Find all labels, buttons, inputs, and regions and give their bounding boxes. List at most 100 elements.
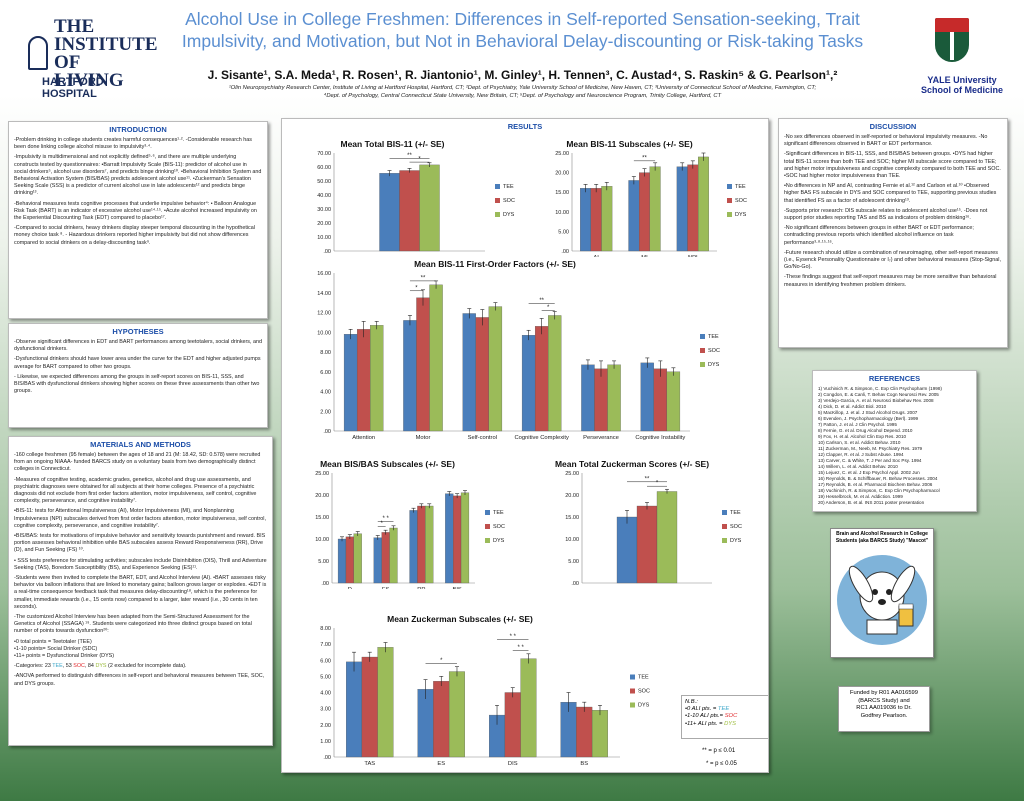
- y-tick-label: 60.00: [317, 165, 331, 171]
- chart-svg: 25.00 20.00 15.00 10.00 5.00 .00 D FS RR BIS * ** T…: [315, 471, 505, 593]
- bar-dys: [548, 315, 562, 432]
- x-tick-label: BS: [580, 761, 588, 767]
- bar-tee: [640, 362, 654, 432]
- bar-dys: [697, 156, 709, 252]
- y-tick-label: 20.00: [315, 493, 329, 499]
- y-tick-label: 8.00: [320, 350, 331, 356]
- bar-dys: [666, 371, 681, 432]
- yale-logo-text: YALE University School of Medicine: [912, 75, 1012, 95]
- y-tick-label: 30.00: [317, 207, 331, 213]
- caption-line: Students (aka BARCS Study) "Mascot": [835, 537, 929, 544]
- intro-paragraph: -Impulsivity is multidimensional and not…: [14, 154, 262, 197]
- reference-item: 2) Congdon, E. & Canli, T. Behav Cogn Ne…: [818, 392, 939, 397]
- bar-soc: [345, 536, 354, 584]
- discussion-paragraph: -Significant differences in BIS-11, SSS,…: [784, 151, 1001, 180]
- x-tick-label: Cognitive Instability: [635, 435, 685, 441]
- section-heading: MATERIALS AND METHODS: [90, 440, 191, 449]
- nb-title: N.B.:: [685, 699, 698, 705]
- x-tick-label: ES: [437, 761, 445, 767]
- y-tick-label: 20.00: [555, 171, 569, 177]
- significance-note: ** = p ≤ 0.01: [702, 748, 736, 754]
- chart-figure: Mean Zuckerman Subscales (+/- SE) 8.00 7.0…: [290, 614, 670, 769]
- legend-label: DYS: [735, 212, 747, 218]
- y-tick-label: 25.00: [315, 471, 329, 477]
- methods-paragraph: -Students were then invited to complete …: [14, 575, 267, 610]
- yale-line: School of Medicine: [920, 85, 1003, 95]
- text-span: •0 ALI pts. =: [685, 706, 718, 713]
- significance-star: *: [381, 521, 384, 527]
- legend-label: SOC: [735, 198, 747, 204]
- chart-figure: Mean Total Zuckerman Scores (+/- SE) 25.0…: [542, 459, 762, 589]
- y-tick-label: 5.00: [318, 559, 329, 565]
- bar-tee: [379, 173, 400, 252]
- hartford-hospital-label: HARTFORD HOSPITAL: [42, 76, 104, 100]
- affiliations: ¹Olin Neuropsychiatry Research Center, I…: [160, 84, 885, 100]
- reference-item: 16) Reynolds, B. & Schiffbauer, R. Behav…: [818, 476, 938, 481]
- y-tick-label: 7.00: [320, 642, 331, 648]
- references-panel: REFERENCES 1) Vuchinich R. & Simpson, C.…: [812, 370, 977, 512]
- section-heading: HYPOTHESES: [112, 327, 164, 336]
- hypothesis-paragraph: -Observe significant differences in EDT …: [14, 339, 262, 353]
- section-heading: REFERENCES: [868, 374, 921, 383]
- affiliation-line: ⁴Dept. of Psychology, Central Connecticu…: [323, 93, 722, 99]
- institute-of-living-logo: THE INSTITUTE OF LIVING HARTFORD HOSPITA…: [14, 17, 158, 100]
- significance-star: **: [539, 298, 544, 304]
- bar-soc: [361, 656, 378, 758]
- caption-line: Brain and Alcohol Research in College: [836, 531, 928, 537]
- bar-soc: [636, 505, 658, 584]
- significance-star: *: [415, 285, 418, 291]
- legend-swatch: [495, 212, 500, 217]
- y-tick-label: 1.00: [320, 739, 331, 745]
- legend-label: SOC: [638, 689, 650, 695]
- x-tick-label: NPI: [688, 255, 698, 257]
- chart-svg: 25.00 20.00 15.00 10.00 5.00 .00 AI MI NPI ** TEE S…: [555, 151, 747, 261]
- x-tick-label: DIS: [508, 761, 518, 767]
- significance-note: * = p ≤ 0.05: [706, 761, 737, 767]
- legend-swatch: [722, 524, 727, 529]
- funding-line: RC1 AA019036 to Dr.: [856, 705, 912, 711]
- significance-star: *: [440, 658, 443, 664]
- group-definition: •1-10 points= Social Drinker (SDC): [14, 645, 98, 652]
- section-heading: DISCUSSION: [869, 122, 917, 131]
- mascot-box: Brain and Alcohol Research in College St…: [830, 528, 934, 658]
- reference-item: 11) Zuckerman, M., Neeb, M. Psychiatry R…: [818, 446, 923, 451]
- hypotheses-panel: HYPOTHESES -Observe significant differen…: [8, 323, 268, 428]
- nb-box: N.B.: •0 ALI pts. = TEE •1-10 ALI pts.= …: [681, 695, 768, 739]
- text-span: •1-10 ALI pts.=: [685, 713, 725, 720]
- legend-label: DYS: [708, 362, 720, 368]
- yale-shield-icon: [935, 18, 969, 62]
- reference-item: 3) Verdejo-Garcia, A. et al. Neurosci Bi…: [818, 398, 934, 403]
- bar-tee: [628, 180, 640, 252]
- author-list: J. Sisante¹, S.A. Meda¹, R. Rosen¹, R. J…: [207, 68, 838, 82]
- chart-figure: Mean BIS-11 Subscales (+/- SE) 25.00 20.00…: [532, 139, 762, 261]
- reference-item: 6) Evenden, J. Psychopharmacology (Berl)…: [818, 416, 919, 421]
- significance-star: **: [407, 153, 412, 159]
- bar-dys: [460, 492, 470, 584]
- chart-title: Mean Zuckerman Subscales (+/- SE): [387, 614, 533, 624]
- tee-label: TEE: [717, 706, 730, 713]
- funding-line: (BARCS Study) and: [858, 697, 910, 704]
- y-tick-label: 2.00: [320, 723, 331, 729]
- bar-dys: [591, 710, 608, 758]
- discussion-paragraph: -These findings suggest that self-report…: [784, 274, 997, 288]
- x-tick-label: RR: [417, 587, 425, 589]
- y-tick-label: 25.00: [565, 471, 579, 477]
- dys-label: DYS: [95, 663, 107, 670]
- y-tick-label: 20.00: [565, 493, 579, 499]
- chart-title: Mean BIS-11 Subscales (+/- SE): [566, 139, 693, 149]
- x-tick-label: Cognitive Complexity: [514, 435, 569, 441]
- y-tick-label: 5.00: [568, 559, 579, 565]
- significance-star: *: [418, 157, 421, 163]
- legend-swatch: [630, 702, 635, 708]
- text-span: -Categories: 23: [14, 663, 53, 670]
- bar-tee: [445, 493, 454, 584]
- bar-tee: [337, 538, 347, 584]
- bar-soc: [534, 326, 549, 432]
- reference-item: 5) MacKillop, J. et al. J Stud Alcohol D…: [818, 410, 918, 415]
- methods-paragraph: •BIS-11: tests for Attentional Impulsive…: [14, 508, 266, 529]
- reference-item: 1) Vuchinich R. & Simpson, C. Exp Clin P…: [818, 386, 942, 391]
- bar-soc: [416, 297, 430, 432]
- y-tick-label: .00: [561, 249, 569, 255]
- bar-tee: [343, 334, 358, 432]
- logo-text-line: INSTITUTE: [54, 34, 158, 55]
